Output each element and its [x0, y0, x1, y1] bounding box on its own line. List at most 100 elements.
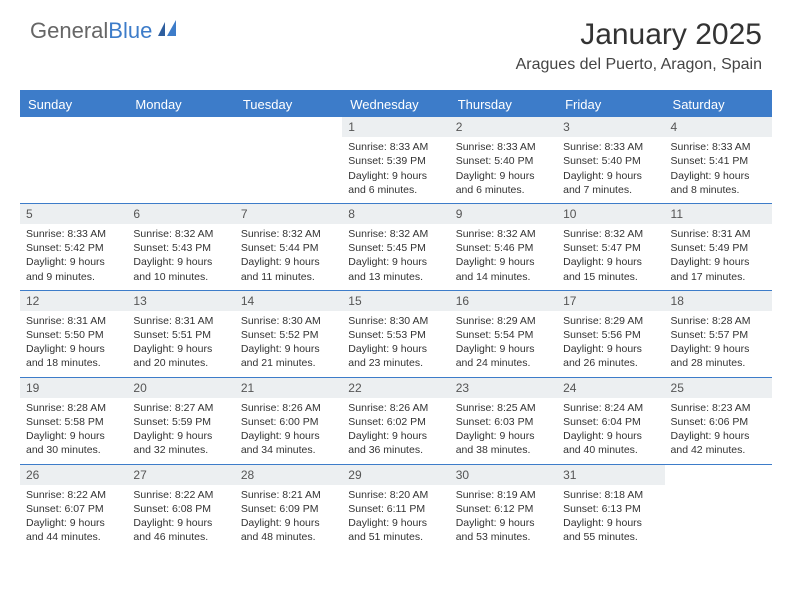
- daylight-text: Daylight: 9 hours and 10 minutes.: [133, 255, 228, 283]
- sunrise-text: Sunrise: 8:27 AM: [133, 401, 228, 415]
- sunrise-text: Sunrise: 8:31 AM: [671, 227, 766, 241]
- sunrise-text: Sunrise: 8:25 AM: [456, 401, 551, 415]
- sunset-text: Sunset: 5:58 PM: [26, 415, 121, 429]
- sunset-text: Sunset: 6:02 PM: [348, 415, 443, 429]
- logo-text-2: Blue: [108, 18, 152, 44]
- sunrise-text: Sunrise: 8:32 AM: [348, 227, 443, 241]
- day-cell: 11Sunrise: 8:31 AMSunset: 5:49 PMDayligh…: [665, 204, 772, 290]
- day-number: 14: [235, 291, 342, 311]
- sunrise-text: Sunrise: 8:20 AM: [348, 488, 443, 502]
- day-number: 21: [235, 378, 342, 398]
- sunrise-text: Sunrise: 8:22 AM: [133, 488, 228, 502]
- day-number: 3: [557, 117, 664, 137]
- day-header-cell: Friday: [557, 92, 664, 117]
- sunset-text: Sunset: 5:40 PM: [563, 154, 658, 168]
- sunset-text: Sunset: 6:06 PM: [671, 415, 766, 429]
- sunrise-text: Sunrise: 8:32 AM: [563, 227, 658, 241]
- day-number: 8: [342, 204, 449, 224]
- day-cell: 25Sunrise: 8:23 AMSunset: 6:06 PMDayligh…: [665, 378, 772, 464]
- daylight-text: Daylight: 9 hours and 38 minutes.: [456, 429, 551, 457]
- day-cell: 15Sunrise: 8:30 AMSunset: 5:53 PMDayligh…: [342, 291, 449, 377]
- day-cell: 7Sunrise: 8:32 AMSunset: 5:44 PMDaylight…: [235, 204, 342, 290]
- sunset-text: Sunset: 5:47 PM: [563, 241, 658, 255]
- day-number: 4: [665, 117, 772, 137]
- sunrise-text: Sunrise: 8:18 AM: [563, 488, 658, 502]
- sunset-text: Sunset: 6:11 PM: [348, 502, 443, 516]
- sunrise-text: Sunrise: 8:28 AM: [671, 314, 766, 328]
- sunset-text: Sunset: 5:51 PM: [133, 328, 228, 342]
- sunrise-text: Sunrise: 8:29 AM: [456, 314, 551, 328]
- sunset-text: Sunset: 5:53 PM: [348, 328, 443, 342]
- sunrise-text: Sunrise: 8:22 AM: [26, 488, 121, 502]
- day-number: 6: [127, 204, 234, 224]
- day-number: 31: [557, 465, 664, 485]
- sunset-text: Sunset: 5:54 PM: [456, 328, 551, 342]
- daylight-text: Daylight: 9 hours and 14 minutes.: [456, 255, 551, 283]
- sunrise-text: Sunrise: 8:33 AM: [26, 227, 121, 241]
- daylight-text: Daylight: 9 hours and 11 minutes.: [241, 255, 336, 283]
- day-number: 26: [20, 465, 127, 485]
- sunset-text: Sunset: 5:41 PM: [671, 154, 766, 168]
- day-number: 22: [342, 378, 449, 398]
- sunset-text: Sunset: 5:50 PM: [26, 328, 121, 342]
- day-number: 12: [20, 291, 127, 311]
- daylight-text: Daylight: 9 hours and 18 minutes.: [26, 342, 121, 370]
- day-cell: 2Sunrise: 8:33 AMSunset: 5:40 PMDaylight…: [450, 117, 557, 203]
- sunset-text: Sunset: 5:49 PM: [671, 241, 766, 255]
- day-cell: 17Sunrise: 8:29 AMSunset: 5:56 PMDayligh…: [557, 291, 664, 377]
- sunset-text: Sunset: 6:09 PM: [241, 502, 336, 516]
- sunset-text: Sunset: 6:03 PM: [456, 415, 551, 429]
- sunset-text: Sunset: 6:07 PM: [26, 502, 121, 516]
- sunset-text: Sunset: 6:00 PM: [241, 415, 336, 429]
- day-cell: 13Sunrise: 8:31 AMSunset: 5:51 PMDayligh…: [127, 291, 234, 377]
- day-header-cell: Monday: [127, 92, 234, 117]
- sunrise-text: Sunrise: 8:32 AM: [241, 227, 336, 241]
- month-title: January 2025: [516, 18, 762, 52]
- title-block: January 2025 Aragues del Puerto, Aragon,…: [516, 18, 762, 74]
- header: GeneralBlue January 2025 Aragues del Pue…: [0, 0, 792, 82]
- daylight-text: Daylight: 9 hours and 26 minutes.: [563, 342, 658, 370]
- day-cell: 24Sunrise: 8:24 AMSunset: 6:04 PMDayligh…: [557, 378, 664, 464]
- sunset-text: Sunset: 5:42 PM: [26, 241, 121, 255]
- logo-sails-icon: [156, 18, 182, 44]
- daylight-text: Daylight: 9 hours and 23 minutes.: [348, 342, 443, 370]
- day-cell: 19Sunrise: 8:28 AMSunset: 5:58 PMDayligh…: [20, 378, 127, 464]
- day-number: 25: [665, 378, 772, 398]
- sunrise-text: Sunrise: 8:31 AM: [133, 314, 228, 328]
- sunrise-text: Sunrise: 8:21 AM: [241, 488, 336, 502]
- day-header-cell: Thursday: [450, 92, 557, 117]
- daylight-text: Daylight: 9 hours and 55 minutes.: [563, 516, 658, 544]
- day-header-cell: Saturday: [665, 92, 772, 117]
- day-number: 16: [450, 291, 557, 311]
- sunrise-text: Sunrise: 8:33 AM: [348, 140, 443, 154]
- daylight-text: Daylight: 9 hours and 28 minutes.: [671, 342, 766, 370]
- day-number: 17: [557, 291, 664, 311]
- day-cell: 4Sunrise: 8:33 AMSunset: 5:41 PMDaylight…: [665, 117, 772, 203]
- daylight-text: Daylight: 9 hours and 44 minutes.: [26, 516, 121, 544]
- day-header-cell: Tuesday: [235, 92, 342, 117]
- daylight-text: Daylight: 9 hours and 42 minutes.: [671, 429, 766, 457]
- day-header-cell: Sunday: [20, 92, 127, 117]
- sunrise-text: Sunrise: 8:29 AM: [563, 314, 658, 328]
- day-number: 5: [20, 204, 127, 224]
- sunset-text: Sunset: 5:43 PM: [133, 241, 228, 255]
- week-row: 19Sunrise: 8:28 AMSunset: 5:58 PMDayligh…: [20, 377, 772, 464]
- day-number: 30: [450, 465, 557, 485]
- day-cell: 27Sunrise: 8:22 AMSunset: 6:08 PMDayligh…: [127, 465, 234, 551]
- day-cell: 9Sunrise: 8:32 AMSunset: 5:46 PMDaylight…: [450, 204, 557, 290]
- daylight-text: Daylight: 9 hours and 36 minutes.: [348, 429, 443, 457]
- daylight-text: Daylight: 9 hours and 7 minutes.: [563, 169, 658, 197]
- day-cell: 30Sunrise: 8:19 AMSunset: 6:12 PMDayligh…: [450, 465, 557, 551]
- day-number: 23: [450, 378, 557, 398]
- day-cell: 31Sunrise: 8:18 AMSunset: 6:13 PMDayligh…: [557, 465, 664, 551]
- daylight-text: Daylight: 9 hours and 51 minutes.: [348, 516, 443, 544]
- logo: GeneralBlue: [30, 18, 182, 44]
- sunset-text: Sunset: 5:45 PM: [348, 241, 443, 255]
- daylight-text: Daylight: 9 hours and 34 minutes.: [241, 429, 336, 457]
- sunrise-text: Sunrise: 8:24 AM: [563, 401, 658, 415]
- sunset-text: Sunset: 5:59 PM: [133, 415, 228, 429]
- daylight-text: Daylight: 9 hours and 6 minutes.: [456, 169, 551, 197]
- calendar: SundayMondayTuesdayWednesdayThursdayFrid…: [20, 90, 772, 550]
- daylight-text: Daylight: 9 hours and 17 minutes.: [671, 255, 766, 283]
- sunset-text: Sunset: 5:52 PM: [241, 328, 336, 342]
